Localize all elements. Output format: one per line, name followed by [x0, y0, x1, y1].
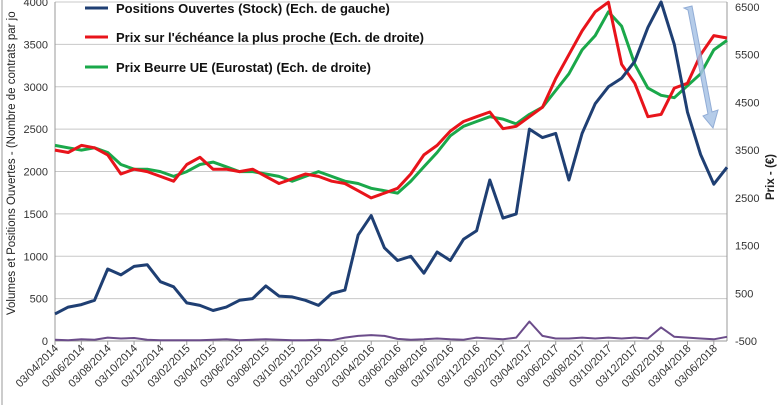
trend-arrow-icon [682, 5, 719, 130]
y-left-tick-label: 4000 [24, 0, 48, 9]
legend-label-front-price: Prix sur l'échéance la plus proche (Ech.… [116, 30, 424, 45]
legend-label-eurostat: Prix Beurre UE (Eurostat) (Ech. de droit… [116, 60, 371, 75]
legend-label-stock: Positions Ouvertes (Stock) (Ech. de gauc… [116, 1, 390, 16]
y-right-tick-label: 3500 [735, 145, 759, 157]
y-right-tick-label: 4500 [735, 97, 759, 109]
y-right-tick-label: 2500 [735, 193, 759, 205]
y-left-tick-label: 2000 [24, 167, 48, 179]
y-right-tick-label: 500 [735, 288, 753, 300]
y-left-tick-label: 2500 [24, 124, 48, 136]
y-axis-left-label: Volumes et Positions Ouvertes - (Nombre … [6, 11, 18, 315]
y-left-tick-label: 3500 [24, 39, 48, 51]
series-line-front-price [54, 0, 728, 200]
y-left-tick-label: 1000 [24, 251, 48, 263]
y-left-tick-label: 1500 [24, 209, 48, 221]
y-left-tick-label: 0 [42, 336, 48, 348]
series-line-volume [54, 320, 728, 342]
y-axis-right-label: Prix - (€) [765, 154, 777, 200]
y-left-tick-label: 500 [30, 294, 48, 306]
series-line-stock [54, 0, 729, 316]
legend: Positions Ouvertes (Stock) (Ech. de gauc… [85, 1, 424, 75]
trend-arrow-shape [682, 5, 719, 130]
y-right-tick-label: -500 [735, 336, 757, 348]
y-left-tick-label: 3000 [24, 82, 48, 94]
y-right-tick-label: 1500 [735, 241, 759, 253]
y-right-tick-label: 5500 [735, 50, 759, 62]
y-right-tick-label: 6500 [735, 2, 759, 14]
